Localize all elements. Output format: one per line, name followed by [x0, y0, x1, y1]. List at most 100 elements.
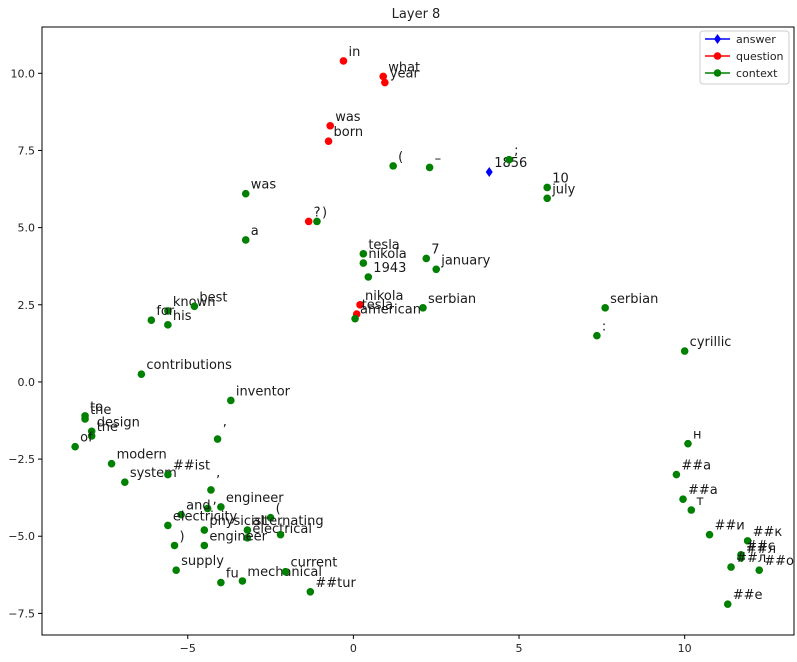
context-point [351, 314, 359, 323]
question-point [379, 72, 388, 81]
point-label: born [334, 125, 364, 140]
point-label: ##tur [315, 576, 356, 591]
point-label: current [290, 556, 337, 571]
point-label: ##ist [173, 459, 210, 474]
context-point [743, 537, 752, 545]
point-label: known [173, 295, 216, 310]
context-point [601, 304, 609, 312]
context-point [217, 578, 225, 587]
x-tick-label: −5 [180, 642, 196, 655]
point-label: ( [276, 502, 281, 517]
question-point [304, 217, 313, 226]
point-label: ##к [753, 525, 783, 540]
context-point [313, 217, 321, 226]
point-label: , [213, 492, 217, 507]
y-tick-label: −5.0 [8, 530, 35, 543]
y-tick-label: 7.5 [18, 144, 36, 157]
question-point [381, 78, 389, 87]
question-point [324, 137, 333, 145]
legend-marker-context [713, 69, 722, 77]
point-label: 7 [431, 242, 439, 257]
point-label: electricity [173, 509, 238, 524]
x-tick-label: 0 [350, 642, 357, 655]
point-label: tesla [368, 238, 399, 253]
context-point [121, 478, 129, 487]
x-tick-label: 5 [516, 642, 523, 655]
context-point [543, 194, 551, 203]
point-label: - [286, 519, 291, 534]
context-point [680, 347, 689, 355]
context-point [672, 470, 681, 479]
point-label: in [348, 45, 360, 60]
point-label: year [390, 67, 420, 82]
context-point [679, 495, 687, 504]
context-point [364, 273, 373, 281]
point-label: and [186, 499, 210, 514]
context-point [177, 510, 185, 519]
context-point [213, 435, 222, 443]
point-label: engineer [226, 491, 284, 506]
point-label: tesla [362, 298, 393, 313]
point-label: – [435, 151, 442, 166]
point-label: nikola [365, 289, 403, 304]
context-point [200, 526, 209, 534]
point-label: contributions [146, 358, 232, 373]
point-label: ##е [733, 588, 763, 603]
point-label: ##а [681, 459, 711, 474]
context-point [543, 183, 551, 192]
legend-label-context: context [736, 67, 778, 80]
point-label: physicist [209, 514, 266, 529]
context-point [87, 432, 96, 440]
context-point [190, 302, 199, 311]
context-point [137, 370, 146, 379]
legend-frame [699, 30, 790, 85]
point-label: ) [180, 529, 185, 544]
point-label: was [251, 178, 277, 193]
context-point [241, 189, 250, 198]
legend-marker-question [713, 52, 722, 60]
context-point [107, 459, 116, 468]
context-point [705, 530, 714, 539]
point-label: 10 [552, 171, 569, 186]
context-point [422, 254, 431, 263]
context-point [81, 415, 89, 423]
point-label: serbian [610, 292, 658, 307]
y-tick-label: −7.5 [8, 607, 35, 620]
context-point [723, 600, 732, 608]
point-label: what [388, 60, 420, 75]
point-label: the [90, 403, 111, 418]
x-tick-label: 10 [678, 642, 692, 655]
context-point [71, 442, 79, 451]
plot-marks: 1856inwhatyearwasborn?nikolatesla(–;10ju… [71, 45, 794, 608]
context-point [505, 155, 513, 164]
point-label: fu [226, 567, 239, 582]
context-point [755, 566, 764, 574]
point-label: system [130, 466, 177, 481]
point-label: his [173, 309, 192, 324]
point-label: ) [322, 205, 327, 220]
context-point [241, 236, 250, 244]
point-label: ##о [764, 554, 794, 569]
context-point [425, 163, 434, 172]
context-point [306, 587, 315, 596]
context-point [432, 265, 441, 274]
axes: −5 0 5 10 −7.5 −5.0 −2.5 0.0 2.5 5.0 7.5 10.0 [8, 67, 691, 655]
point-label: to [90, 400, 103, 415]
point-label: serbian [428, 292, 476, 307]
point-label: ; [514, 144, 518, 159]
context-point [266, 513, 275, 522]
point-label: electrical [252, 522, 312, 537]
legend: answer question context [699, 30, 790, 85]
point-label: inventor [236, 384, 291, 399]
context-point [164, 470, 172, 479]
point-label: : [602, 320, 606, 335]
context-point [359, 259, 368, 267]
context-point [727, 563, 735, 571]
context-point [687, 506, 696, 514]
point-label: a [251, 224, 259, 239]
question-point [356, 300, 364, 309]
answer-point [485, 167, 493, 178]
